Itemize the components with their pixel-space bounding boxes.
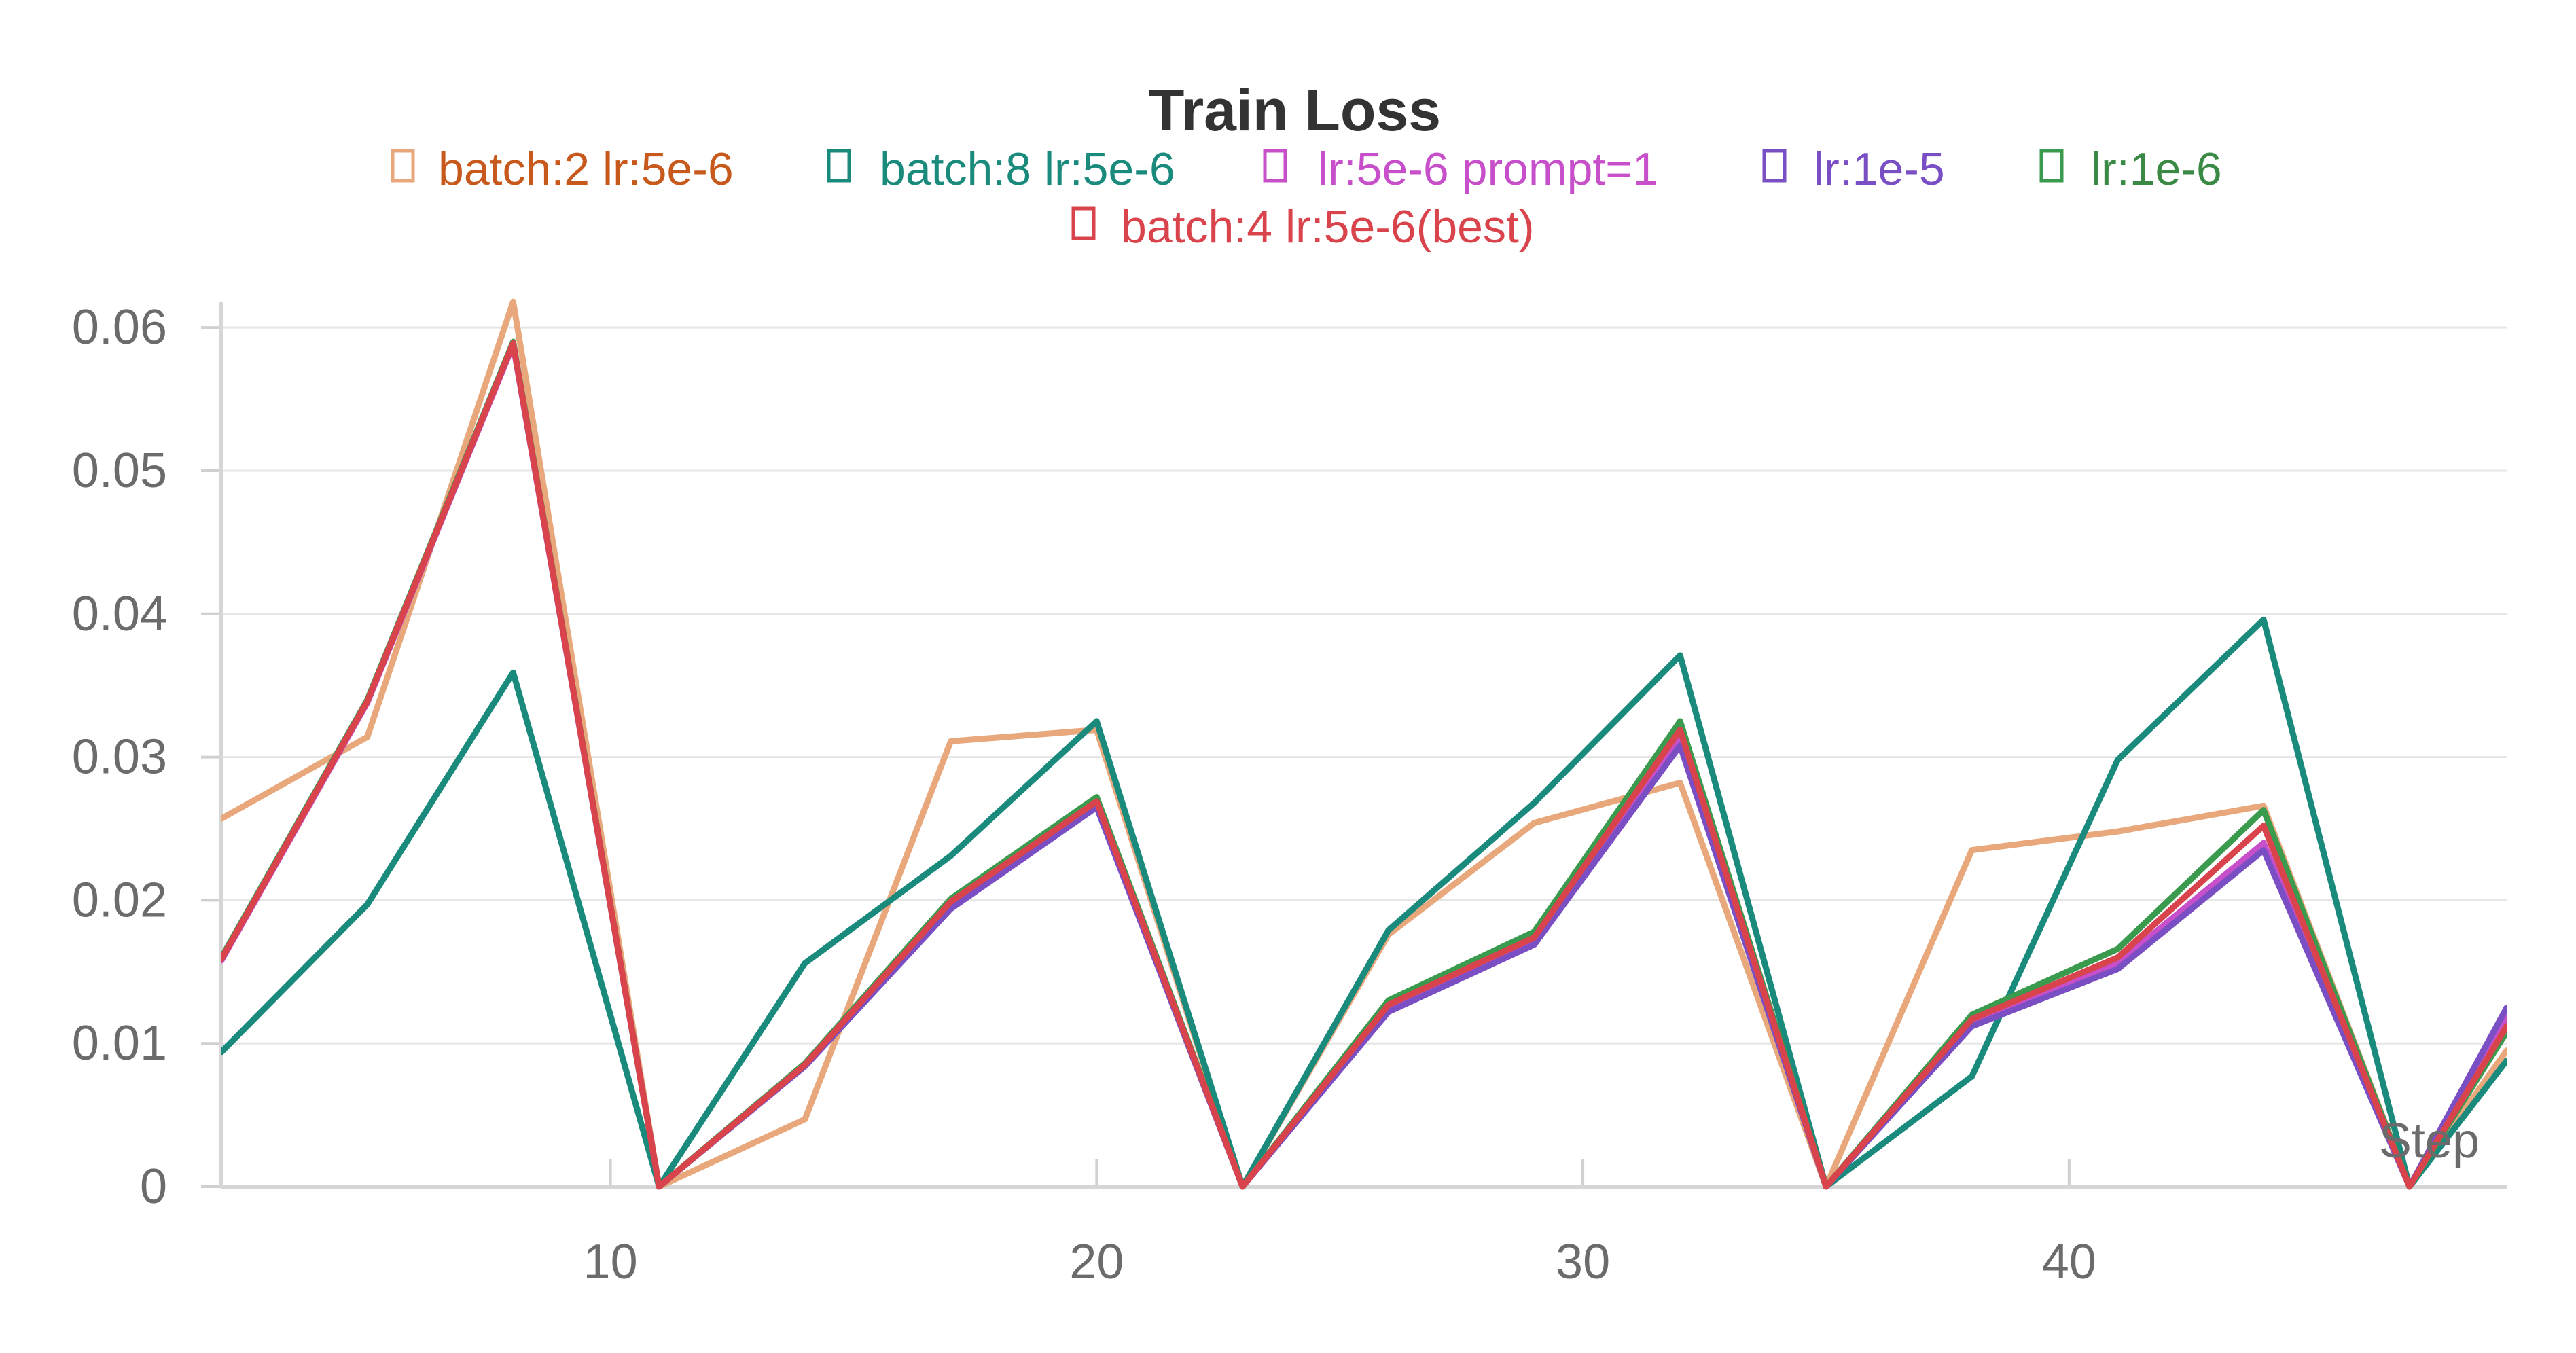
legend-label: batch:4 lr:5e-6(best) [1121,201,1535,253]
y-tick-label: 0.01 [72,1016,167,1070]
x-tick-label: 20 [1069,1235,1124,1289]
x-tick-label: 30 [1556,1235,1610,1289]
legend-label: lr:1e-6 [2091,143,2222,195]
x-tick-label: 10 [584,1235,638,1289]
legend-label: lr:1e-5 [1814,143,1945,195]
legend-label: batch:8 lr:5e-6 [880,143,1175,195]
grid-lines [221,326,2507,1045]
legend-swatch [827,149,851,183]
x-axis-ticks: 10 20 30 40 [584,1159,2096,1289]
y-tick-label: 0.02 [72,873,167,927]
x-tick-label: 40 [2042,1235,2096,1289]
series-line-5 [221,338,2507,1190]
series-line-6 [221,340,2507,1190]
y-tick-label: 0.05 [72,444,167,498]
chart-legend: batch:2 lr:5e-6 batch:8 lr:5e-6 lr:5e-6 pr… [391,143,2222,253]
legend-swatch [2039,149,2064,183]
y-axis-ticks: 0 0.01 0.02 0.03 0.04 0.05 0.06 [72,300,221,1214]
series-line-1 [221,298,2507,1190]
legend-label: lr:5e-6 prompt=1 [1318,143,1658,195]
plot-area [221,298,2507,1190]
legend-swatch [1071,206,1096,240]
legend-swatch [1762,149,1787,183]
x-axis-label: Step [2379,1114,2480,1168]
legend-swatch [1263,149,1287,183]
y-tick-label: 0 [140,1159,167,1214]
legend-swatch [391,149,415,183]
y-tick-label: 0.04 [72,587,167,641]
legend-label: batch:2 lr:5e-6 [438,143,734,195]
axes [219,302,2507,1189]
chart-title: Train Loss [1149,78,1441,143]
series-line-2 [221,616,2507,1190]
y-tick-label: 0.03 [72,730,167,784]
y-tick-label: 0.06 [72,300,167,355]
